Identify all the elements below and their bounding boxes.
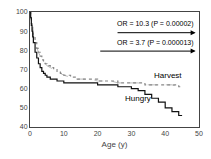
- svg-text:50: 50: [20, 104, 28, 111]
- svg-text:80: 80: [20, 47, 28, 54]
- svg-text:Hungry: Hungry: [125, 94, 151, 103]
- svg-text:60: 60: [20, 85, 28, 92]
- svg-text:90: 90: [20, 28, 28, 35]
- svg-text:10: 10: [60, 130, 68, 137]
- svg-text:OR = 3.7 (P = 0.000013): OR = 3.7 (P = 0.000013): [117, 39, 194, 47]
- svg-text:OR = 10.3 (P = 0.00002): OR = 10.3 (P = 0.00002): [117, 20, 194, 28]
- svg-text:40: 40: [161, 130, 169, 137]
- svg-text:Age (y): Age (y): [102, 140, 128, 149]
- svg-text:0: 0: [28, 130, 32, 137]
- svg-text:20: 20: [94, 130, 102, 137]
- svg-text:70: 70: [20, 66, 28, 73]
- svg-text:100: 100: [16, 8, 28, 15]
- svg-text:50: 50: [195, 130, 203, 137]
- svg-text:40: 40: [20, 123, 28, 130]
- svg-text:30: 30: [128, 130, 136, 137]
- svg-text:Harvest: Harvest: [154, 71, 182, 80]
